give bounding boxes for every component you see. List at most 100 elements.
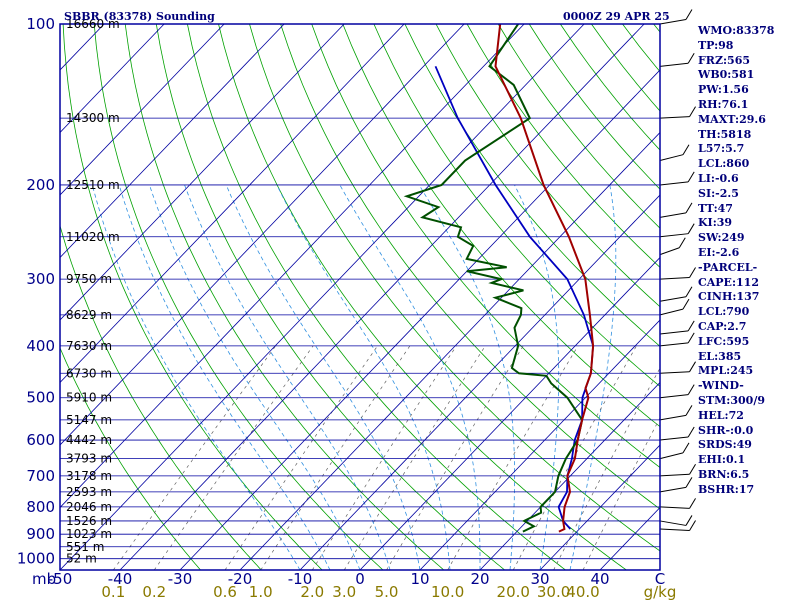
pressure-label-100: 100 [26, 15, 55, 33]
isotherm [60, 24, 525, 509]
pressure-label-300: 300 [26, 270, 55, 288]
isotherm [359, 256, 660, 570]
index-item: CAP:2.7 [698, 319, 747, 333]
wind-barb-feather [682, 144, 690, 155]
mixing-ratio-label: 1.0 [249, 583, 273, 600]
dry-adiabat [60, 224, 262, 570]
wind-barb [659, 277, 690, 280]
wind-barb-feather [687, 384, 695, 395]
isotherm [179, 69, 660, 570]
index-item: EI:-2.6 [698, 245, 740, 259]
mixing-ratio-label: 0.1 [101, 583, 125, 600]
isotherm [60, 24, 345, 321]
isotherm [239, 131, 660, 570]
index-item: -PARCEL- [698, 260, 758, 274]
index-item: RH:76.1 [698, 97, 749, 111]
moist-adiabat [91, 184, 301, 570]
index-item: LFC:595 [698, 334, 750, 348]
mixing-ratio-line [386, 345, 524, 570]
pressure-label-800: 800 [26, 498, 55, 516]
temperature-profile [494, 24, 595, 533]
wind-barb-feather [685, 477, 693, 488]
height-label: 2046 m [66, 500, 112, 514]
height-label: 7630 m [66, 339, 112, 353]
mixing-ratio-label: 10.0 [431, 583, 464, 600]
index-item: -WIND- [698, 379, 744, 393]
mixing-ratio-label: 5.0 [375, 583, 399, 600]
isotherm [60, 24, 225, 196]
temperature-tick-label: 40 [590, 570, 609, 588]
mixing-ratio-line [113, 345, 276, 570]
height-label: 4442 m [66, 433, 112, 447]
mixing-ratio-label: 0.2 [142, 583, 166, 600]
temperature-tick-label: -10 [288, 570, 313, 588]
height-label: 8629 m [66, 308, 112, 322]
height-label: 16660 m [66, 17, 120, 31]
index-item: MAXT:29.6 [698, 112, 766, 126]
index-item: PW:1.56 [698, 83, 749, 97]
wind-barb [659, 414, 687, 421]
pressure-label-600: 600 [26, 431, 55, 449]
wind-barb [659, 473, 690, 477]
index-item: WB0:581 [698, 68, 755, 82]
moist-adiabat [276, 184, 451, 570]
index-item: SI:-2.5 [698, 186, 739, 200]
wind-barb [659, 181, 689, 186]
temperature-tick-label: 0 [355, 570, 365, 588]
dry-adiabat [155, 24, 505, 570]
index-item: L57:5.7 [698, 142, 745, 156]
moist-adiabat [149, 184, 361, 570]
index-item: MPL:245 [698, 364, 754, 378]
index-item: SW:249 [698, 231, 745, 245]
wind-barb-feather [689, 464, 696, 475]
pressure-label-700: 700 [26, 467, 55, 485]
temperature-tick-label: -50 [48, 570, 73, 588]
moist-adiabat [184, 184, 391, 570]
height-label: 3793 m [66, 452, 112, 466]
wind-barb-feather [685, 202, 693, 214]
dewpoint-profile [403, 24, 584, 533]
wind-barb-feather [682, 298, 690, 310]
chart-datetime: 0000Z 29 APR 25 [563, 10, 670, 23]
index-item: BRN:6.5 [698, 467, 750, 481]
pressure-label-900: 900 [26, 525, 55, 543]
index-item: CINH:137 [698, 290, 760, 304]
index-item: FRZ:565 [698, 53, 751, 67]
wind-barb [659, 154, 684, 161]
wind-barb-feather [678, 237, 686, 249]
mixing-ratio-unit-label: g/kg [644, 583, 677, 600]
moist-adiabat [339, 184, 481, 570]
temperature-tick-label: 30 [530, 570, 549, 588]
mixing-ratio-line [260, 345, 411, 570]
dry-adiabat [187, 24, 566, 570]
wind-barb [659, 296, 687, 302]
mixing-ratio-line [224, 345, 378, 570]
wind-barb-feather [687, 171, 695, 183]
wind-barb-feather [687, 223, 695, 234]
dry-adiabat [435, 24, 660, 308]
isotherm [60, 24, 585, 570]
pressure-unit-label: mb [32, 570, 56, 588]
wind-barb [659, 308, 684, 316]
pressure-label-400: 400 [26, 337, 55, 355]
isotherm [0, 24, 44, 570]
wind-barb-feather [685, 286, 693, 297]
height-label: 5910 m [66, 391, 112, 405]
wind-barb [659, 506, 690, 509]
height-label: 3178 m [66, 469, 112, 483]
mixing-ratio-label: 20.0 [497, 583, 530, 600]
isotherm [299, 194, 660, 570]
moist-adiabat [514, 184, 560, 570]
height-label: 12510 m [66, 178, 120, 192]
wind-barb [659, 394, 689, 399]
wind-barb-feather [687, 320, 695, 332]
wind-barb [659, 233, 689, 238]
plot-frame [59, 23, 661, 571]
index-item: BSHR:17 [698, 482, 755, 496]
wind-barb-feather [689, 498, 696, 509]
index-item: LCL:860 [698, 157, 750, 171]
index-item: CAPE:112 [698, 275, 759, 289]
index-item: HEL:72 [698, 408, 744, 422]
pressure-label-1000: 1000 [17, 550, 55, 568]
